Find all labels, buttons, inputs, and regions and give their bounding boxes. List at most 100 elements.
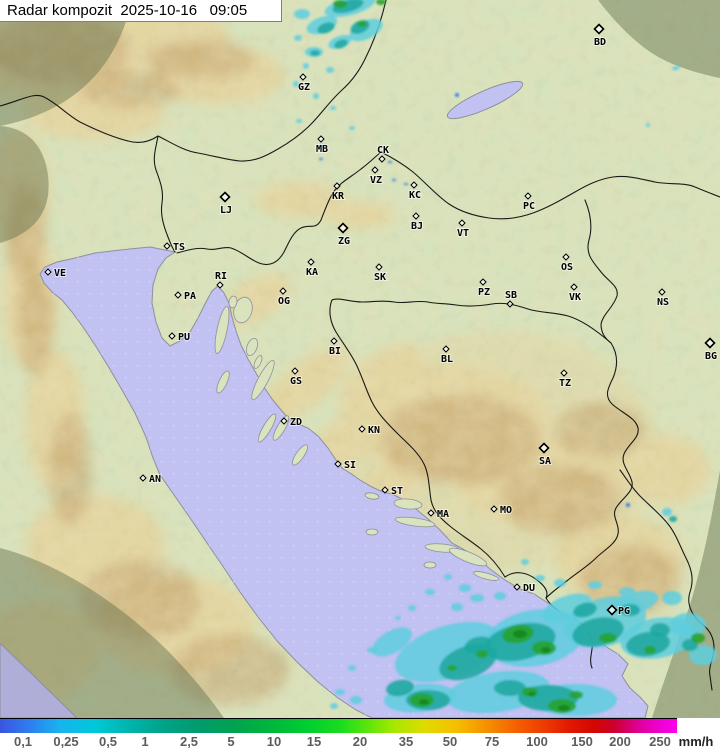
station-diamond-MA: [427, 509, 435, 517]
rain-echo-light: [294, 35, 302, 41]
island: [473, 571, 499, 581]
date-label: 2025-10-16: [120, 2, 198, 19]
rain-echo-light: [459, 584, 471, 592]
rain-echo-light: [330, 703, 338, 709]
station-diamond-RI: [216, 281, 224, 289]
rain-echo-light: [330, 106, 336, 110]
station-label-PZ: PZ: [478, 287, 490, 298]
station-diamond-SK: [375, 263, 383, 271]
station-markers: GZ BD MB CK VZ KR KC LJ BJ ZG VT PC TS OS KA SK VE RI PA OG…: [44, 23, 718, 618]
station-label-SA: SA: [539, 456, 551, 467]
station-label-MO: MO: [500, 505, 512, 516]
station-label-VK: VK: [569, 292, 581, 303]
station-label-SK: SK: [374, 272, 386, 283]
station-label-DU: DU: [523, 583, 535, 594]
rain-echo-green: [569, 691, 583, 699]
legend-tick: 35: [398, 734, 414, 749]
border-kosovo-albania: [619, 469, 715, 691]
station-diamond-PZ: [479, 278, 487, 286]
rain-speck: [626, 503, 630, 507]
border-drina: [545, 342, 639, 599]
rain-echo-light: [662, 591, 682, 605]
station-diamond-KA: [307, 258, 315, 266]
station-diamond-KN: [358, 425, 366, 433]
station-label-BJ: BJ: [411, 221, 423, 232]
island: [394, 516, 436, 528]
station-diamond-BL: [442, 345, 450, 353]
rain-speck: [392, 179, 396, 181]
rain-echo-light: [588, 581, 602, 589]
station-label-AN: AN: [149, 474, 161, 485]
border-sava: [331, 298, 612, 344]
legend-tick: 200: [609, 734, 631, 749]
rain-echo-light: [451, 603, 463, 611]
rain-echo-teal: [669, 516, 677, 522]
station-label-LJ: LJ: [220, 205, 232, 216]
rain-echo-green: [476, 650, 488, 658]
rain-echo-green: [691, 633, 705, 643]
island: [365, 528, 379, 536]
island: [448, 547, 488, 567]
border-croatia-hungary: [380, 151, 720, 220]
station-label-KA: KA: [306, 267, 318, 278]
station-label-KR: KR: [332, 191, 345, 202]
station-label-MB: MB: [316, 144, 328, 155]
rain-echo-light: [319, 144, 325, 148]
station-diamond-BJ: [412, 212, 420, 220]
rain-echo-teal: [626, 631, 670, 657]
island: [251, 360, 275, 400]
station-label-SI: SI: [344, 460, 356, 471]
station-diamond-KC: [410, 181, 418, 189]
rain-echo-light: [395, 616, 401, 620]
border-una: [329, 299, 506, 578]
intensity-legend: 0,1 0,25 0,5 1 2,5 5 10 15 20 35 50 75 100 150 200 250 m…: [0, 718, 720, 751]
station-diamond-VK: [570, 283, 578, 291]
island: [364, 492, 380, 500]
rain-echo-light: [425, 589, 435, 595]
island: [253, 355, 263, 369]
legend-unit: mm/h: [678, 734, 714, 749]
station-diamond-OS: [562, 253, 570, 261]
rain-echo-dark: [419, 699, 429, 705]
rain-echo-green: [376, 0, 386, 5]
product-title: Radar kompozit: [7, 2, 113, 19]
rain-echo-teal: [620, 604, 640, 616]
station-diamond-DU: [513, 583, 521, 591]
country-borders: [0, 0, 720, 691]
rain-echo-teal: [317, 22, 335, 34]
rain-echo-light: [348, 665, 356, 671]
island: [214, 306, 230, 354]
station-diamond-VZ: [371, 166, 379, 174]
station-diamond-TZ: [560, 369, 568, 377]
rain-echo-light: [408, 605, 416, 611]
station-diamond-MO: [490, 505, 498, 513]
rain-echo-light: [670, 613, 706, 637]
station-label-KC: KC: [409, 190, 421, 201]
station-diamond-OG: [279, 287, 287, 295]
station-label-CK: CK: [377, 145, 389, 156]
rain-echo-teal: [334, 39, 348, 49]
legend-tick: 20: [352, 734, 368, 749]
station-diamond-BD: [593, 23, 605, 35]
precipitation-overlay: [293, 0, 717, 716]
rain-echo-teal: [464, 636, 492, 654]
station-label-OG: OG: [278, 296, 290, 307]
border-italy-slovenia: [153, 135, 176, 253]
rain-echo-light: [619, 587, 635, 597]
island: [257, 413, 277, 443]
station-label-GZ: GZ: [298, 82, 310, 93]
station-diamond-NS: [658, 288, 666, 296]
rain-speck: [388, 161, 392, 163]
rain-echo-green: [447, 665, 457, 671]
station-label-TS: TS: [173, 242, 185, 253]
legend-tick: 150: [571, 734, 593, 749]
title-bar: Radar kompozit 2025-10-16 09:05: [0, 0, 282, 22]
legend-tick: 5: [227, 734, 235, 749]
rain-echo-light: [494, 592, 506, 600]
station-diamond-PU: [168, 332, 176, 340]
station-label-BG: BG: [705, 351, 717, 362]
station-label-VT: VT: [457, 228, 469, 239]
tyrrhenian-sea: [0, 642, 78, 718]
rain-speck: [455, 93, 459, 97]
station-diamond-SB: [506, 300, 514, 308]
